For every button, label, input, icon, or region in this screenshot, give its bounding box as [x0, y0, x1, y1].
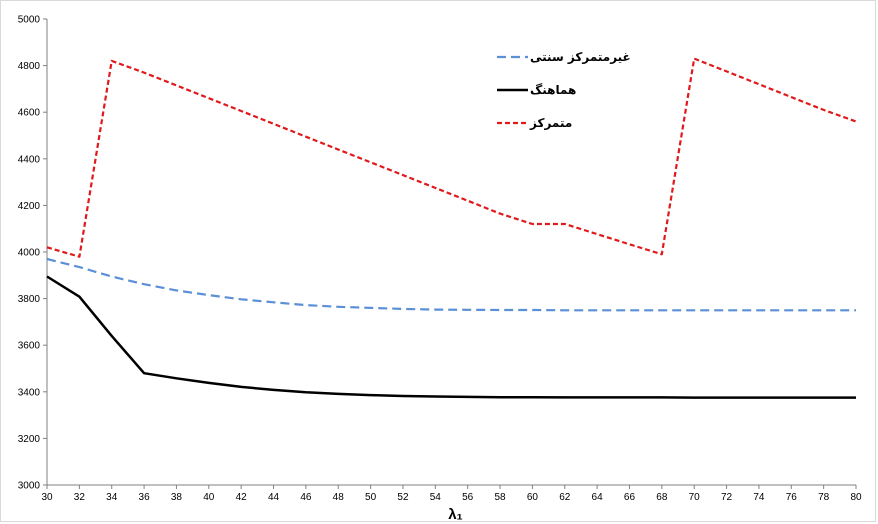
- x-axis-label: λ₁: [448, 506, 463, 523]
- x-tick-label: 58: [494, 492, 506, 503]
- legend-label-1: غیرمتمرکز سنتی: [530, 50, 631, 64]
- x-tick-label: 38: [171, 492, 183, 503]
- x-tick-label: 36: [139, 492, 151, 503]
- x-tick-label: 42: [236, 492, 248, 503]
- series-line-3: [46, 57, 857, 258]
- x-tick-label: 50: [365, 492, 377, 503]
- legend-label-3: متمرکز: [529, 116, 572, 130]
- y-tick-label: 4600: [18, 108, 41, 119]
- y-tick-label: 3400: [18, 387, 41, 398]
- x-tick-label: 62: [559, 492, 571, 503]
- x-tick-label: 56: [462, 492, 474, 503]
- x-tick-label: 74: [753, 492, 765, 503]
- x-tick-label: 32: [74, 492, 86, 503]
- chart-series: [46, 57, 857, 399]
- y-tick-label: 4200: [18, 201, 41, 212]
- x-tick-label: 76: [786, 492, 798, 503]
- x-tick-label: 48: [333, 492, 345, 503]
- series-line-1: [46, 257, 856, 312]
- chart-axes: 3000 3200 3400 3600 3800 4000 4200 4400 4600 4800…: [18, 15, 862, 504]
- y-tick-label: 5000: [18, 15, 41, 26]
- x-tick-label: 46: [300, 492, 312, 503]
- series-line-2: [46, 275, 856, 399]
- y-tick-label: 4000: [18, 248, 41, 259]
- x-tick-label: 52: [397, 492, 409, 503]
- legend-label-2: هماهنگ: [530, 83, 576, 97]
- y-tick-label: 4800: [18, 61, 41, 72]
- x-tick-label: 30: [41, 492, 53, 503]
- y-tick-label: 4400: [18, 154, 41, 165]
- x-tick-label: 78: [818, 492, 830, 503]
- x-tick-label: 72: [721, 492, 733, 503]
- x-tick-label: 70: [689, 492, 701, 503]
- x-tick-label: 40: [203, 492, 215, 503]
- x-tick-label: 60: [527, 492, 539, 503]
- x-tick-label: 34: [106, 492, 118, 503]
- y-tick-label: 3200: [18, 434, 41, 445]
- y-tick-label: 3600: [18, 341, 41, 352]
- x-tick-label: 54: [430, 492, 442, 503]
- x-tick-label: 64: [592, 492, 604, 503]
- x-tick-label: 66: [624, 492, 636, 503]
- x-tick-label: 44: [268, 492, 280, 503]
- y-tick-label: 3000: [18, 481, 41, 492]
- y-tick-label: 3800: [18, 294, 41, 305]
- chart-legend: غیرمتمرکز سنتی هماهنگ متمرکز: [497, 50, 631, 130]
- x-tick-label: 80: [850, 492, 862, 503]
- x-tick-label: 68: [656, 492, 668, 503]
